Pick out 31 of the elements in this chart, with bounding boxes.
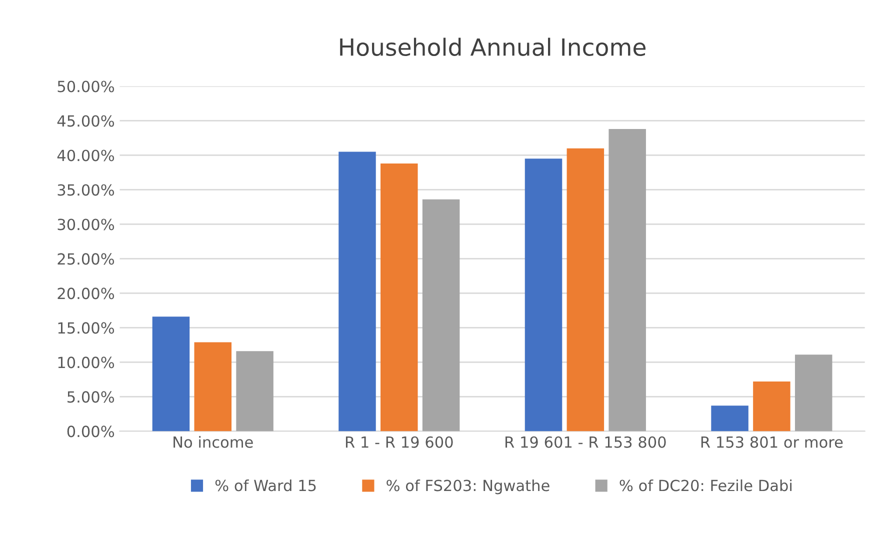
y-tick-label: 20.00% — [58, 288, 114, 300]
bar — [422, 199, 460, 432]
bar — [711, 406, 748, 432]
chart-title: Household Annual Income — [340, 38, 646, 56]
bar — [236, 351, 274, 432]
y-tick-label: 0.00% — [67, 426, 114, 438]
bar — [794, 354, 832, 432]
y-tick-label: 5.00% — [68, 391, 114, 403]
y-tick-label: 10.00% — [58, 356, 114, 368]
y-tick-label: 30.00% — [58, 218, 114, 230]
bar — [753, 382, 790, 432]
bar — [524, 158, 562, 432]
x-tick-label: R 19 601 - R 153 800 — [506, 436, 666, 448]
y-tick-label: 40.00% — [57, 150, 114, 162]
x-tick-label: R 153 801 or more — [701, 436, 843, 448]
x-tick-label: No income — [174, 436, 253, 448]
y-tick-label: 15.00% — [58, 322, 114, 334]
y-tick-label: 35.00% — [58, 184, 114, 196]
legend-label: % of FS203: Ngwathe — [386, 479, 550, 494]
bar — [380, 164, 418, 432]
y-tick-label: 25.00% — [58, 253, 114, 265]
x-tick-label: R 1 - R 19 600 — [346, 436, 453, 448]
bar — [608, 129, 646, 432]
bar — [338, 152, 376, 432]
bar — [194, 342, 232, 432]
bar — [152, 316, 190, 432]
y-tick-label: 50.00% — [58, 80, 114, 92]
legend-label: % of DC20: Fezile Dabi — [620, 479, 792, 492]
y-tick-label: 45.00% — [57, 115, 114, 127]
legend-label: % of Ward 15 — [215, 479, 316, 492]
bar — [566, 148, 604, 432]
